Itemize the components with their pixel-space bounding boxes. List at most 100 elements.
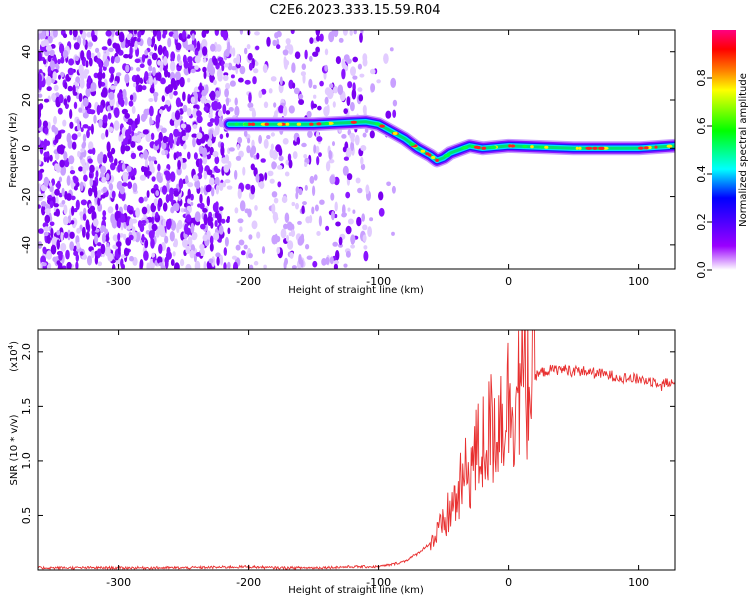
noise-speckle bbox=[200, 186, 204, 194]
noise-speckle bbox=[108, 47, 114, 53]
noise-speckle bbox=[288, 232, 293, 237]
noise-speckle bbox=[94, 233, 99, 245]
noise-speckle bbox=[142, 129, 149, 135]
noise-speckle bbox=[111, 30, 115, 38]
noise-speckle bbox=[159, 109, 163, 115]
noise-speckle bbox=[350, 244, 355, 249]
noise-speckle bbox=[105, 173, 110, 181]
noise-speckle bbox=[110, 162, 116, 171]
noise-speckle bbox=[176, 131, 182, 137]
noise-speckle bbox=[49, 200, 54, 209]
noise-speckle bbox=[141, 220, 147, 224]
noise-speckle bbox=[71, 141, 77, 150]
noise-speckle bbox=[123, 248, 130, 257]
noise-speckle bbox=[318, 152, 322, 158]
noise-speckle bbox=[179, 76, 185, 88]
noise-speckle bbox=[189, 249, 195, 259]
noise-speckle bbox=[282, 138, 289, 145]
noise-speckle bbox=[43, 98, 50, 103]
noise-speckle bbox=[207, 169, 213, 176]
noise-speckle bbox=[208, 258, 214, 264]
noise-speckle bbox=[239, 30, 243, 35]
noise-speckle bbox=[251, 109, 256, 119]
doppler-trace bbox=[222, 114, 675, 168]
noise-speckle bbox=[87, 126, 92, 131]
noise-speckle bbox=[347, 218, 354, 225]
noise-speckle bbox=[328, 31, 335, 43]
noise-speckle bbox=[80, 50, 85, 61]
noise-speckle bbox=[58, 176, 63, 183]
noise-speckle bbox=[255, 45, 260, 51]
noise-speckle bbox=[158, 262, 164, 267]
noise-speckle bbox=[38, 103, 44, 110]
noise-speckle bbox=[212, 58, 218, 66]
noise-speckle bbox=[154, 160, 158, 165]
noise-speckle bbox=[194, 211, 201, 223]
noise-speckle bbox=[214, 156, 220, 165]
doppler-peak bbox=[544, 145, 549, 149]
noise-speckle bbox=[269, 178, 275, 184]
noise-speckle bbox=[311, 103, 318, 109]
noise-speckle bbox=[209, 90, 216, 101]
noise-speckle bbox=[150, 166, 155, 174]
noise-speckle bbox=[203, 134, 210, 140]
noise-speckle bbox=[273, 162, 277, 169]
noise-speckle bbox=[248, 234, 253, 240]
noise-speckle bbox=[51, 93, 57, 101]
noise-speckle bbox=[343, 156, 349, 161]
noise-speckle bbox=[225, 97, 230, 107]
noise-speckle bbox=[143, 108, 149, 117]
noise-speckle bbox=[308, 78, 313, 89]
doppler-peak bbox=[481, 146, 487, 150]
noise-speckle bbox=[130, 152, 137, 160]
noise-speckle bbox=[132, 182, 138, 193]
noise-speckle bbox=[187, 198, 191, 205]
noise-speckle bbox=[83, 174, 88, 182]
noise-speckle bbox=[190, 68, 196, 74]
noise-speckle bbox=[45, 30, 49, 38]
noise-speckle bbox=[130, 140, 136, 148]
noise-speckle bbox=[253, 260, 259, 266]
noise-speckle bbox=[298, 188, 303, 196]
noise-speckle bbox=[335, 56, 341, 65]
noise-speckle bbox=[292, 151, 298, 160]
noise-speckle bbox=[359, 32, 363, 43]
noise-speckle bbox=[247, 102, 254, 109]
noise-speckle bbox=[117, 164, 121, 173]
noise-speckle bbox=[338, 236, 343, 246]
noise-speckle bbox=[69, 30, 73, 36]
noise-speckle bbox=[316, 156, 320, 166]
noise-speckle bbox=[231, 255, 238, 260]
noise-speckle bbox=[350, 101, 355, 112]
noise-speckle bbox=[157, 44, 163, 56]
noise-speckle bbox=[215, 201, 219, 208]
noise-speckle bbox=[329, 256, 334, 265]
noise-speckle bbox=[300, 233, 304, 241]
noise-speckle bbox=[238, 239, 245, 246]
noise-speckle bbox=[151, 223, 158, 231]
noise-speckle bbox=[363, 250, 369, 262]
noise-speckle bbox=[102, 216, 107, 221]
noise-speckle bbox=[148, 98, 154, 102]
noise-speckle bbox=[202, 147, 208, 158]
noise-speckle bbox=[41, 262, 47, 267]
noise-speckle bbox=[62, 119, 67, 127]
noise-speckle bbox=[68, 155, 75, 165]
noise-speckle bbox=[69, 109, 73, 119]
noise-speckle bbox=[177, 136, 181, 146]
noise-speckle bbox=[112, 234, 118, 242]
noise-speckle bbox=[154, 140, 159, 147]
doppler-peak bbox=[296, 122, 302, 126]
noise-speckle bbox=[245, 251, 249, 259]
noise-speckle bbox=[166, 246, 171, 255]
noise-speckle bbox=[81, 254, 88, 260]
noise-speckle bbox=[73, 176, 79, 184]
noise-speckle bbox=[391, 231, 395, 236]
noise-speckle bbox=[90, 123, 94, 135]
noise-speckle bbox=[250, 163, 255, 171]
noise-speckle bbox=[180, 258, 185, 267]
noise-speckle bbox=[155, 114, 161, 125]
noise-speckle bbox=[49, 154, 53, 162]
noise-speckle bbox=[214, 176, 220, 187]
noise-speckle bbox=[347, 81, 353, 89]
